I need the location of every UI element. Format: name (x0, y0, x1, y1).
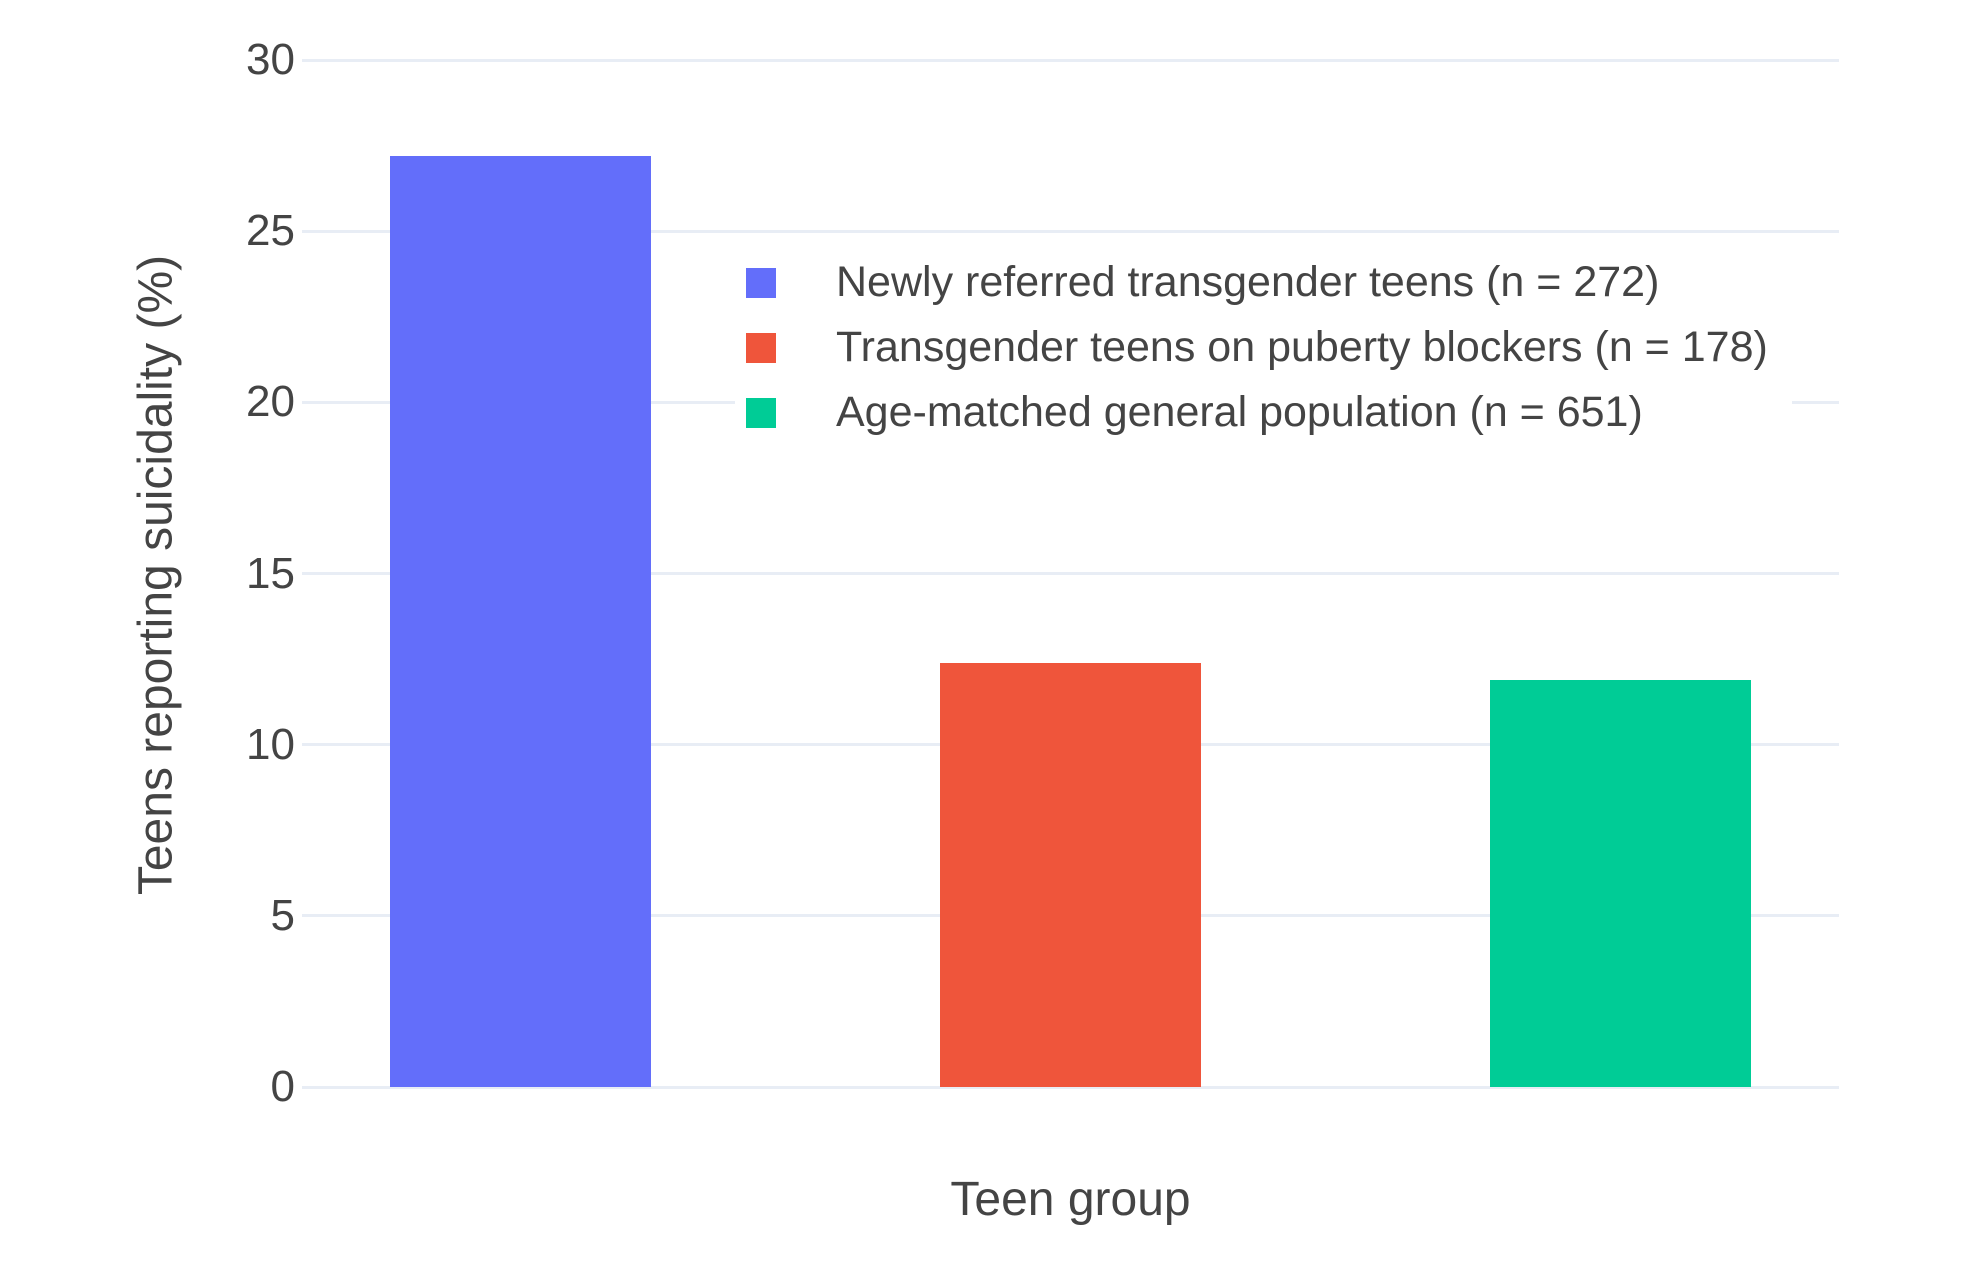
gridline-y0 (302, 1085, 1839, 1089)
gridline-y25 (302, 229, 1839, 233)
x-axis-title: Teen group (950, 1173, 1191, 1226)
legend-label: Newly referred transgender teens (n = 27… (836, 258, 1660, 306)
bar-1[interactable] (940, 662, 1201, 1087)
y-tick-label-20: 20 (246, 377, 295, 427)
legend-label: Transgender teens on puberty blockers (n… (836, 323, 1768, 371)
gridline-y15 (302, 572, 1839, 575)
legend-swatch-icon (746, 397, 776, 428)
legend: Newly referred transgender teens (n = 27… (735, 250, 1792, 445)
bar-0[interactable] (389, 155, 651, 1087)
legend-label: Age-matched general population (n = 651) (836, 388, 1643, 436)
y-tick-label-5: 5 (270, 890, 295, 940)
legend-swatch-icon (746, 267, 776, 298)
y-tick-label-15: 15 (246, 548, 295, 598)
legend-item-0[interactable]: Newly referred transgender teens (n = 27… (746, 250, 1768, 315)
legend-swatch-icon (746, 332, 776, 363)
legend-item-1[interactable]: Transgender teens on puberty blockers (n… (746, 315, 1768, 380)
gridline-y30 (302, 58, 1839, 62)
y-axis-title: Teens reporting suicidality (%) (129, 254, 183, 896)
y-tick-label-10: 10 (246, 719, 295, 769)
legend-item-2[interactable]: Age-matched general population (n = 651) (746, 380, 1768, 445)
plot-area (302, 58, 1839, 1089)
y-tick-label-25: 25 (246, 206, 295, 256)
y-tick-label-0: 0 (270, 1062, 295, 1111)
bar-2[interactable] (1490, 679, 1752, 1087)
y-tick-label-30: 30 (246, 35, 295, 84)
